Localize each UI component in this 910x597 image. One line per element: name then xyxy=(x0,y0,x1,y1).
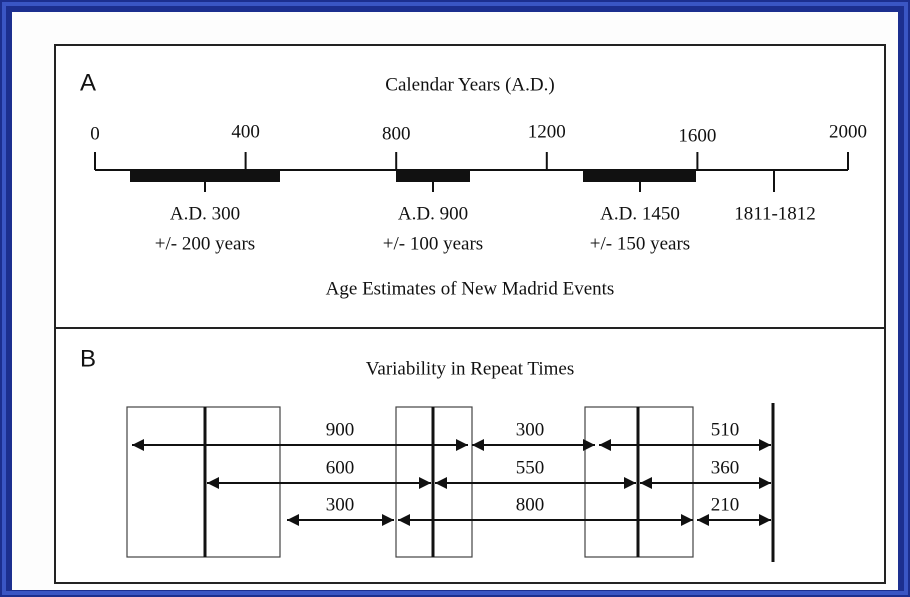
panel-title: Calendar Years (A.D.) xyxy=(385,74,554,95)
repeat-time: 550 xyxy=(516,457,545,478)
axis-tick-label: 1200 xyxy=(528,121,566,142)
event-range: +/- 100 years xyxy=(383,233,483,254)
estimate-bar xyxy=(583,171,696,182)
axis-tick-label: 1600 xyxy=(678,125,716,146)
axis-tick-label: 2000 xyxy=(829,121,867,142)
event-range: +/- 200 years xyxy=(155,233,255,254)
event-date: 1811-1812 xyxy=(734,203,816,224)
repeat-time: 210 xyxy=(711,494,740,515)
event-range: +/- 150 years xyxy=(590,233,690,254)
figure-box xyxy=(54,44,886,584)
axis-tick-label: 800 xyxy=(382,123,411,144)
repeat-time: 360 xyxy=(711,457,740,478)
repeat-time: 300 xyxy=(516,419,545,440)
panel-title: Variability in Repeat Times xyxy=(366,358,574,379)
axis-tick-label: 0 xyxy=(90,123,100,144)
panel-letter: A xyxy=(80,69,96,96)
event-date: A.D. 1450 xyxy=(600,203,680,224)
repeat-time: 510 xyxy=(711,419,740,440)
estimate-bar xyxy=(130,171,280,182)
panel-caption: Age Estimates of New Madrid Events xyxy=(326,278,615,299)
event-date: A.D. 900 xyxy=(398,203,468,224)
panel-a: A Calendar Years (A.D.) A.D. 300 +/- 200… xyxy=(80,69,867,299)
repeat-time: 800 xyxy=(516,494,545,515)
repeat-time: 300 xyxy=(326,494,355,515)
repeat-time: 900 xyxy=(326,419,355,440)
event-date: A.D. 300 xyxy=(170,203,240,224)
axis-tick-label: 400 xyxy=(231,121,260,142)
panel-letter: B xyxy=(80,345,96,372)
repeat-time: 600 xyxy=(326,457,355,478)
panel-b: B Variability in Repeat Times 900 300 510 6… xyxy=(80,345,775,562)
estimate-bar xyxy=(396,171,470,182)
